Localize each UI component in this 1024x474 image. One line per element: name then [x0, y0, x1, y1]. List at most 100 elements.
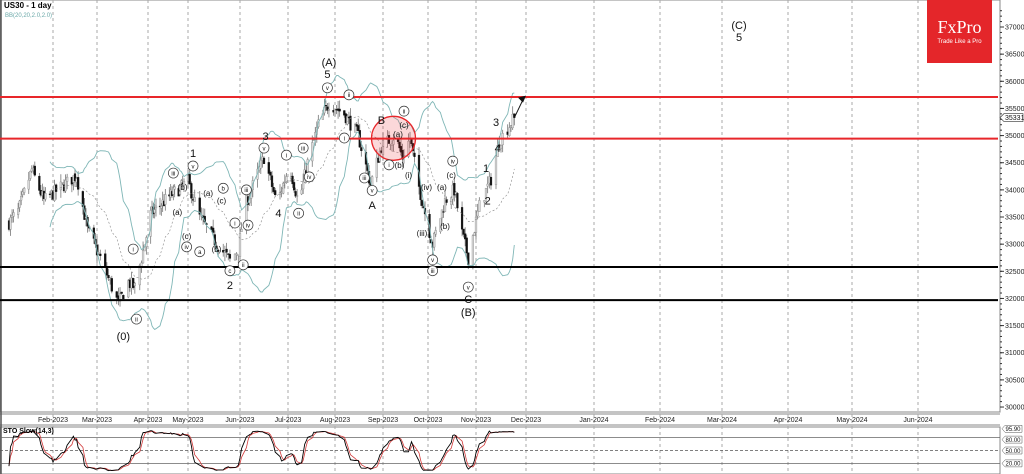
- candle-body: [511, 113, 514, 129]
- y-tick-label: 35500: [1005, 106, 1024, 113]
- y-tick-label: 31500: [1005, 323, 1024, 330]
- y-tick-label: 33500: [1005, 215, 1024, 222]
- x-tick-label: Aug-2023: [320, 417, 350, 424]
- wave-label: 5: [324, 69, 330, 81]
- x-tick-label: Mar-2024: [707, 417, 737, 424]
- candle-body: [178, 185, 182, 195]
- y-tick-label: 34000: [1005, 187, 1024, 194]
- candle-body: [443, 197, 447, 212]
- candle-body: [445, 199, 448, 203]
- x-tick-label: Dec-2023: [511, 417, 541, 424]
- wave-label-circle: [366, 185, 378, 196]
- wave-label: i: [344, 136, 345, 142]
- wave-label: i: [133, 247, 134, 253]
- wave-label: 4: [275, 208, 281, 220]
- x-tick-label: Jul-2023: [275, 417, 302, 424]
- candle-body: [21, 191, 24, 195]
- wave-label: ii: [135, 317, 138, 323]
- stochastic-level-label: 20.00: [1006, 462, 1022, 468]
- wave-label: a: [198, 250, 202, 256]
- wave-label-circle: [359, 172, 370, 184]
- candle-body: [66, 176, 69, 182]
- chart-title: US30 - 1 day: [4, 1, 52, 10]
- wave-label: 1: [190, 148, 196, 160]
- candle-body: [440, 209, 444, 219]
- wave-label: v: [326, 86, 329, 92]
- stochastic-k-line: [8, 429, 515, 472]
- candle-body: [20, 196, 23, 201]
- wave-label-circle: [338, 132, 350, 144]
- candle-body: [18, 200, 21, 208]
- candle-body: [285, 176, 288, 183]
- candle-body: [141, 249, 145, 264]
- candle-body: [238, 233, 242, 258]
- candle-body: [259, 160, 262, 169]
- candle-body: [61, 182, 64, 184]
- wave-label: iv: [246, 223, 250, 229]
- stochastic-level-label: 50.00: [1006, 449, 1022, 455]
- y-tick-label: 36500: [1005, 52, 1024, 59]
- candle-body: [294, 191, 297, 197]
- wave-label: (c): [217, 197, 227, 206]
- wave-label: iv: [451, 159, 455, 165]
- wave-label: v: [192, 164, 195, 170]
- y-tick-label: 30000: [1005, 405, 1024, 412]
- wave-label-circle: [131, 313, 142, 325]
- highlight-circle: [370, 115, 417, 161]
- candle-body: [357, 125, 360, 132]
- candle-body: [77, 177, 80, 190]
- x-tick-label: Feb-2023: [38, 417, 68, 424]
- candle-body: [343, 110, 346, 116]
- candle-body: [53, 185, 56, 201]
- wave-label-circle: [343, 89, 355, 101]
- candle-body: [278, 192, 282, 195]
- candle-body: [127, 280, 130, 298]
- wave-label-circle: [241, 184, 252, 196]
- wave-label: 1: [483, 163, 489, 175]
- fxpro-logo: FxPro Trade Like a Pro: [927, 0, 992, 63]
- wave-label: iii: [431, 269, 435, 275]
- y-tick-label: 32000: [1005, 296, 1024, 303]
- candle-body: [138, 265, 141, 286]
- wave-label: c: [228, 269, 231, 275]
- candle-body: [107, 275, 110, 279]
- candle-body: [312, 139, 315, 141]
- candle-body: [269, 171, 272, 176]
- wave-label: ii: [242, 263, 245, 269]
- wave-label: 5: [736, 32, 742, 44]
- candle-body: [392, 140, 395, 145]
- candle-body: [267, 162, 270, 174]
- wave-label: 3: [493, 117, 499, 129]
- candle-body: [217, 249, 220, 252]
- x-tick-label: Mar-2023: [82, 417, 112, 424]
- candle-body: [274, 190, 277, 196]
- wave-label: (c): [182, 232, 192, 241]
- candle-body: [59, 181, 62, 191]
- wave-label: (a): [172, 208, 182, 217]
- candle-body: [434, 230, 437, 235]
- wave-label-circle: [447, 155, 459, 167]
- main-panel-frame: [0, 0, 1001, 413]
- candle-body: [81, 191, 84, 207]
- x-tick-label: Jun-2024: [903, 417, 932, 424]
- candle-body: [23, 188, 26, 193]
- wave-label-circle: [427, 254, 438, 266]
- wave-label: (a): [393, 130, 403, 139]
- candle-body: [413, 152, 416, 157]
- wave-label: (B): [461, 307, 476, 319]
- candle-body: [464, 233, 467, 240]
- wave-label: i: [234, 221, 235, 227]
- candle-body: [489, 177, 493, 186]
- wave-label-circle: [181, 241, 193, 253]
- candle-body: [115, 291, 118, 298]
- candle-body: [354, 124, 357, 133]
- candle-body: [360, 147, 363, 151]
- wave-label-circle: [167, 167, 179, 179]
- candle-body: [27, 179, 30, 190]
- wave-label: (a): [437, 183, 447, 192]
- wave-label: (iv): [421, 183, 432, 192]
- candle-body: [104, 253, 107, 267]
- wave-label-circle: [322, 82, 333, 94]
- wave-label: iv: [307, 175, 311, 181]
